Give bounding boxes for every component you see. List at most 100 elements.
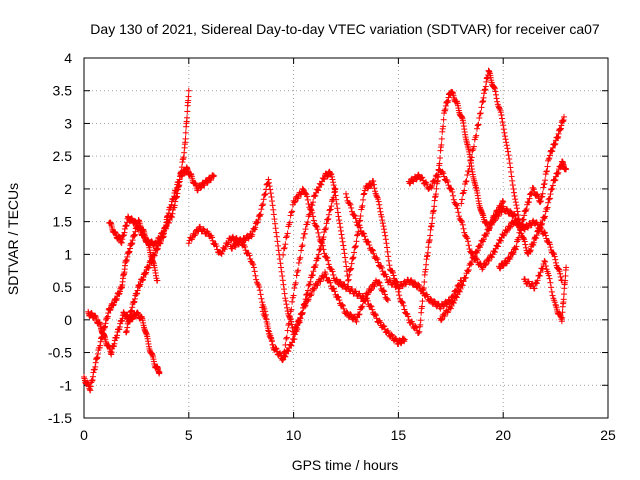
data-point (204, 179, 211, 186)
data-point (301, 301, 308, 308)
data-point (368, 286, 375, 293)
data-point (548, 284, 555, 291)
data-point (272, 225, 279, 232)
data-point (304, 291, 311, 298)
data-point (213, 243, 220, 250)
data-point (379, 220, 386, 227)
data-point (258, 206, 265, 213)
data-point (284, 230, 291, 237)
data-point (382, 236, 389, 243)
data-point (301, 230, 308, 237)
data-point (330, 271, 337, 278)
data-point (388, 331, 395, 338)
data-point (369, 246, 376, 253)
data-point (283, 335, 290, 342)
data-point (269, 198, 276, 205)
data-point (307, 292, 314, 299)
data-point (364, 238, 371, 245)
data-point (334, 205, 341, 212)
data-point (419, 298, 426, 305)
data-point (318, 181, 325, 188)
data-point (357, 213, 364, 220)
data-point (266, 333, 273, 340)
data-point (364, 297, 371, 304)
data-point (351, 212, 358, 219)
data-point (315, 251, 322, 258)
data-point (377, 319, 384, 326)
data-point (182, 129, 189, 136)
data-point (315, 187, 322, 194)
x-tick-label: 0 (80, 427, 88, 443)
data-point (357, 224, 364, 231)
data-point (325, 211, 332, 218)
data-point (374, 256, 381, 263)
data-point (506, 155, 513, 162)
data-point (333, 276, 340, 283)
data-point (278, 264, 285, 271)
data-point (260, 201, 267, 208)
data-point (289, 208, 296, 215)
data-point (253, 276, 260, 283)
data-point (396, 292, 403, 299)
data-point (423, 261, 430, 268)
data-point (312, 262, 319, 269)
data-point (505, 152, 512, 159)
data-point (378, 264, 385, 271)
data-point (279, 357, 286, 364)
data-point (383, 273, 390, 280)
data-point (361, 233, 368, 240)
data-point (372, 311, 379, 318)
data-point (357, 303, 364, 310)
data-point (289, 298, 296, 305)
data-point (254, 219, 261, 226)
data-point (182, 135, 189, 142)
data-point (380, 223, 387, 230)
data-point (541, 257, 548, 264)
data-point (249, 231, 256, 238)
data-point (185, 87, 192, 94)
data-point (354, 231, 361, 238)
data-point (385, 257, 392, 264)
data-point (254, 280, 261, 287)
data-point (500, 126, 507, 133)
data-point (270, 211, 277, 218)
data-point (304, 196, 311, 203)
data-point (184, 114, 191, 121)
data-point (262, 315, 269, 322)
data-point (493, 91, 500, 98)
data-point (360, 191, 367, 198)
data-point (279, 277, 286, 284)
data-point (440, 116, 447, 123)
data-point (297, 314, 304, 321)
data-point (437, 155, 444, 162)
data-point (533, 280, 540, 287)
data-point (278, 268, 285, 275)
data-point (455, 209, 462, 216)
data-point (283, 233, 290, 240)
data-point (246, 252, 253, 259)
data-point (250, 264, 257, 271)
data-point (522, 241, 529, 248)
data-point (324, 216, 331, 223)
data-point (431, 203, 438, 210)
data-point (272, 345, 279, 352)
data-point (338, 231, 345, 238)
data-point (273, 345, 280, 352)
data-point (317, 278, 324, 285)
y-axis-label: SDTVAR / TECUs (5, 183, 21, 295)
data-point (384, 248, 391, 255)
data-point (261, 191, 268, 198)
data-point (259, 308, 266, 315)
data-point (343, 308, 350, 315)
data-point (348, 260, 355, 267)
data-point (282, 295, 289, 302)
data-point (335, 213, 342, 220)
data-point (260, 196, 267, 203)
y-tick-label: -0.5 (48, 345, 72, 361)
data-point (510, 189, 517, 196)
data-point (334, 209, 341, 216)
data-point (475, 121, 482, 128)
data-point (401, 336, 408, 343)
data-point (299, 309, 306, 316)
x-tick-label: 20 (495, 427, 511, 443)
